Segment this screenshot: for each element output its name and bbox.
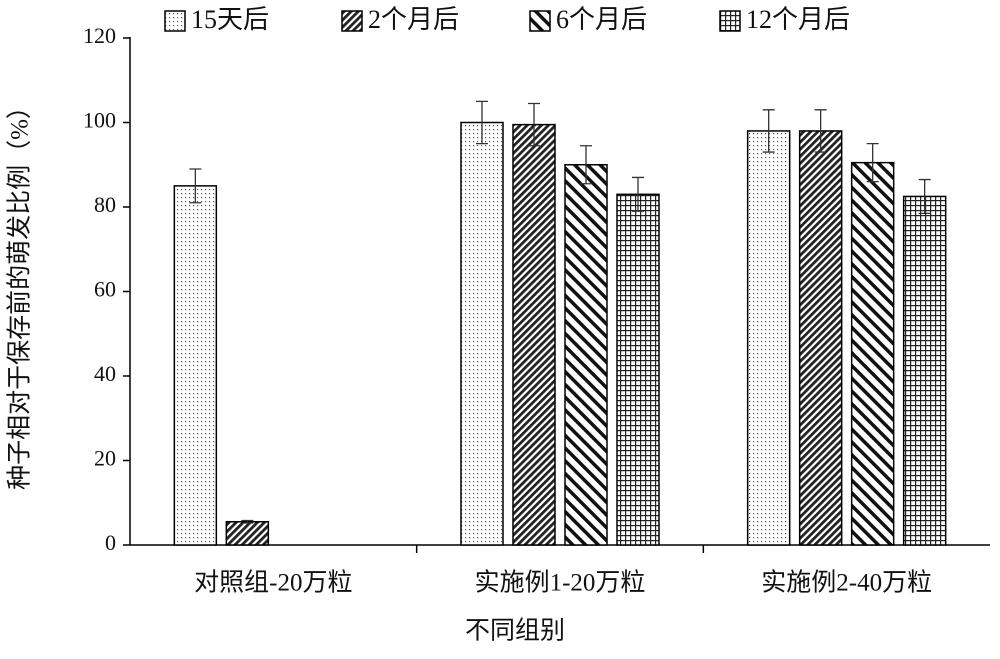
error-bar [918, 178, 931, 214]
error-bar [866, 142, 879, 183]
legend-swatch [341, 10, 363, 32]
x-axis-label: 不同组别 [465, 617, 565, 645]
error-bar [189, 168, 202, 204]
y-tick-label: 100 [83, 108, 116, 133]
y-tick-label: 60 [94, 277, 116, 302]
bar [564, 164, 608, 546]
x-tick-label: 实施例1-20万粒 [475, 569, 646, 597]
y-tick-label: 120 [83, 23, 116, 48]
legend-label: 12个月后 [746, 5, 850, 34]
y-tick-label: 0 [105, 530, 116, 555]
y-tick-label: 40 [94, 361, 116, 386]
error-bar [241, 519, 254, 524]
error-bar [632, 176, 644, 212]
y-axis-label: 种子相对于保存前的萌发比例（%） [6, 94, 34, 490]
bar [460, 121, 504, 546]
error-bar [476, 100, 488, 145]
error-bar [528, 102, 540, 147]
legend-label: 2个月后 [368, 5, 459, 34]
error-bar [580, 145, 592, 185]
legend-label: 6个月后 [556, 5, 647, 34]
y-tick-label: 20 [94, 446, 116, 471]
legend-swatch [719, 10, 741, 32]
x-tick-label: 对照组-20万粒 [194, 569, 352, 597]
x-tick-label: 实施例2-40万粒 [761, 569, 932, 597]
bar [746, 130, 791, 546]
bar [902, 195, 947, 546]
legend-swatch [164, 10, 186, 32]
y-tick-label: 80 [94, 192, 116, 217]
legend-swatch [529, 10, 551, 32]
bar [173, 185, 218, 546]
bar [850, 161, 895, 546]
bar [616, 193, 660, 546]
legend-label: 15天后 [191, 5, 269, 34]
error-bar [762, 109, 775, 153]
bar [225, 521, 270, 546]
error-bar [814, 109, 827, 153]
bar [512, 123, 556, 546]
bar [798, 130, 843, 546]
